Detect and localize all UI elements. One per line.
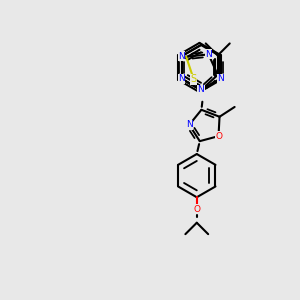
Text: N: N [178, 74, 185, 83]
Text: N: N [178, 52, 185, 61]
Text: N: N [186, 120, 193, 129]
Text: N: N [198, 85, 204, 94]
Text: O: O [193, 205, 200, 214]
Text: O: O [215, 132, 222, 141]
Text: N: N [205, 50, 212, 59]
Text: N: N [217, 74, 224, 83]
Text: S: S [190, 74, 197, 84]
